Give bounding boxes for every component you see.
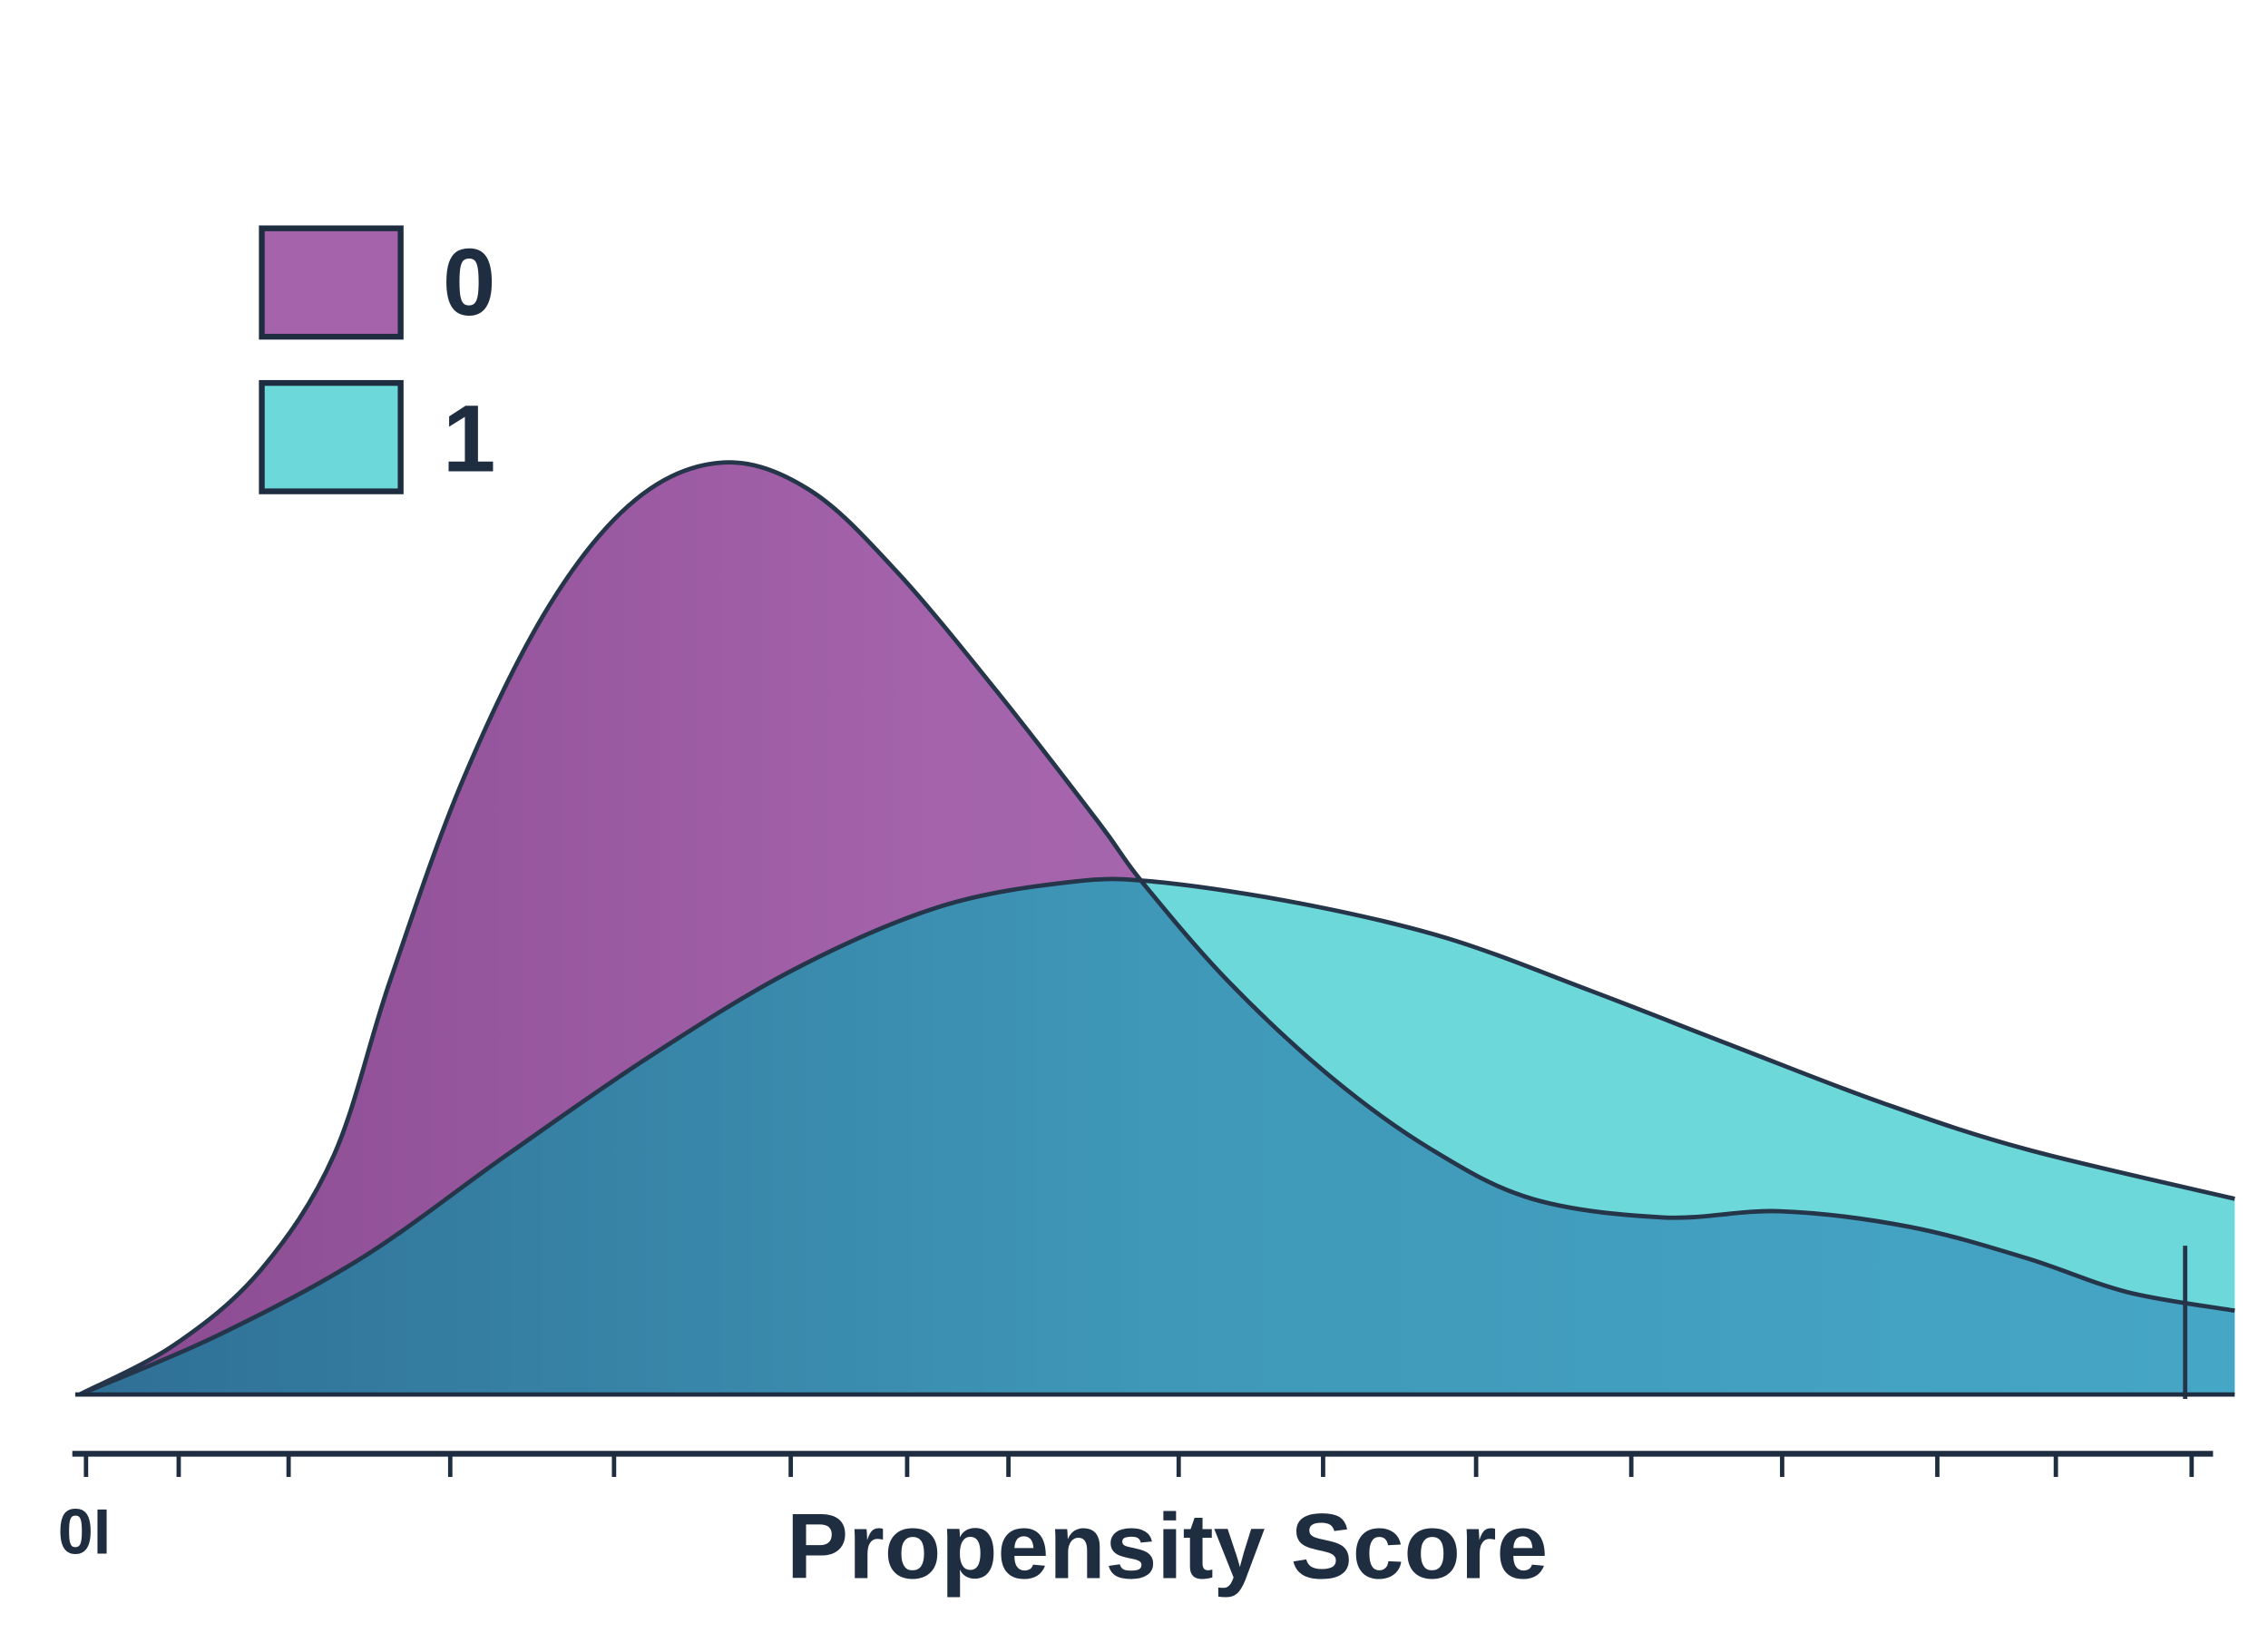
series-0-line bbox=[78, 460, 2235, 1397]
legend: 0 1 bbox=[259, 225, 496, 494]
legend-swatch-0 bbox=[259, 225, 404, 340]
x-tick-label: 0I bbox=[58, 1496, 112, 1567]
x-axis-label: Propensity Score bbox=[787, 1495, 1548, 1599]
legend-label-0: 0 bbox=[443, 230, 496, 336]
series-1-line bbox=[78, 876, 2235, 1397]
legend-swatch-1 bbox=[259, 379, 404, 494]
overlap-area bbox=[79, 878, 2235, 1395]
legend-label-1: 1 bbox=[443, 386, 496, 492]
